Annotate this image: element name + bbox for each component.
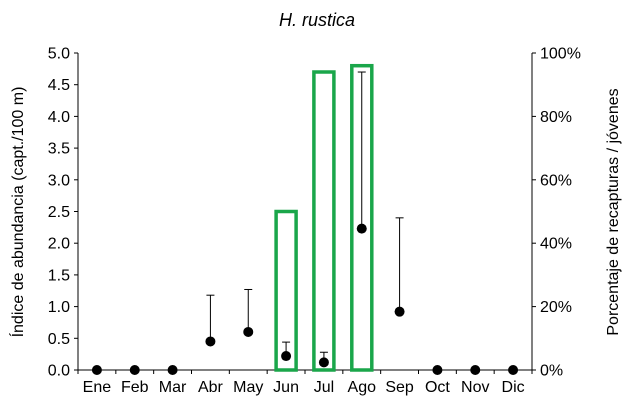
point-ago <box>356 223 367 234</box>
point-may <box>243 326 254 337</box>
y-tick-label: 3.5 <box>48 141 70 158</box>
x-tick-label: Sep <box>385 379 414 396</box>
y2-tick-label: 100% <box>540 46 581 63</box>
x-tick-label: Jul <box>314 379 334 396</box>
point-nov <box>470 365 481 375</box>
bar-jun <box>274 209 298 372</box>
y-tick-label: 0.5 <box>48 331 70 348</box>
point-series <box>91 223 519 375</box>
bar-jul <box>312 70 336 372</box>
point-dic <box>508 365 519 375</box>
x-tick-label: Dic <box>502 379 525 396</box>
y-tick-label: 1.5 <box>48 267 70 284</box>
x-tick-label: May <box>233 379 263 396</box>
y2-axis-label: Porcentaje de recapturas / jóvenes <box>605 88 622 335</box>
x-tick-label: Ago <box>348 379 377 396</box>
point-sep <box>394 306 405 317</box>
y-axis-ticks: 0.0 0.5 1.0 1.5 2.0 2.5 3.0 3.5 4.0 4.5 5.0 <box>48 46 78 380</box>
y-tick-label: 4.5 <box>48 77 70 94</box>
error-bar-series <box>206 71 404 363</box>
x-axis-ticks: Ene Feb Mar Abr May Jun Jul Ago Sep Oct Nov Dic <box>77 370 533 396</box>
point-mar <box>167 365 178 375</box>
point-jul <box>318 357 329 368</box>
y-tick-label: 2.0 <box>48 236 70 253</box>
y-axis-label: Índice de abundancia (capt./100 m) <box>8 87 27 338</box>
x-tick-label: Ene <box>83 379 112 396</box>
y-tick-label: 4.0 <box>48 109 70 126</box>
point-feb <box>129 365 140 375</box>
x-tick-label: Oct <box>425 379 450 396</box>
x-tick-label: Mar <box>159 379 187 396</box>
y2-tick-label: 60% <box>540 172 572 189</box>
chart-title: H. rustica <box>279 10 355 30</box>
point-abr <box>205 336 216 347</box>
y2-axis-ticks: 0% 20% 40% 60% 80% 100% <box>532 46 581 380</box>
y-tick-label: 3.0 <box>48 172 70 189</box>
y-tick-label: 5.0 <box>48 46 70 63</box>
x-tick-label: Nov <box>461 379 489 396</box>
y2-tick-label: 20% <box>540 299 572 316</box>
y2-tick-label: 0% <box>540 363 563 380</box>
bar-ago <box>350 63 374 372</box>
y2-tick-label: 80% <box>540 109 572 126</box>
point-ene <box>91 365 102 375</box>
x-tick-label: Jun <box>273 379 299 396</box>
bar-series <box>274 63 374 372</box>
x-tick-label: Abr <box>198 379 224 396</box>
y-tick-label: 2.5 <box>48 204 70 221</box>
y2-tick-label: 40% <box>540 236 572 253</box>
point-jun <box>281 351 292 362</box>
y-tick-label: 0.0 <box>48 363 70 380</box>
y-tick-label: 1.0 <box>48 299 70 316</box>
x-tick-label: Feb <box>121 379 149 396</box>
point-oct <box>432 365 443 375</box>
